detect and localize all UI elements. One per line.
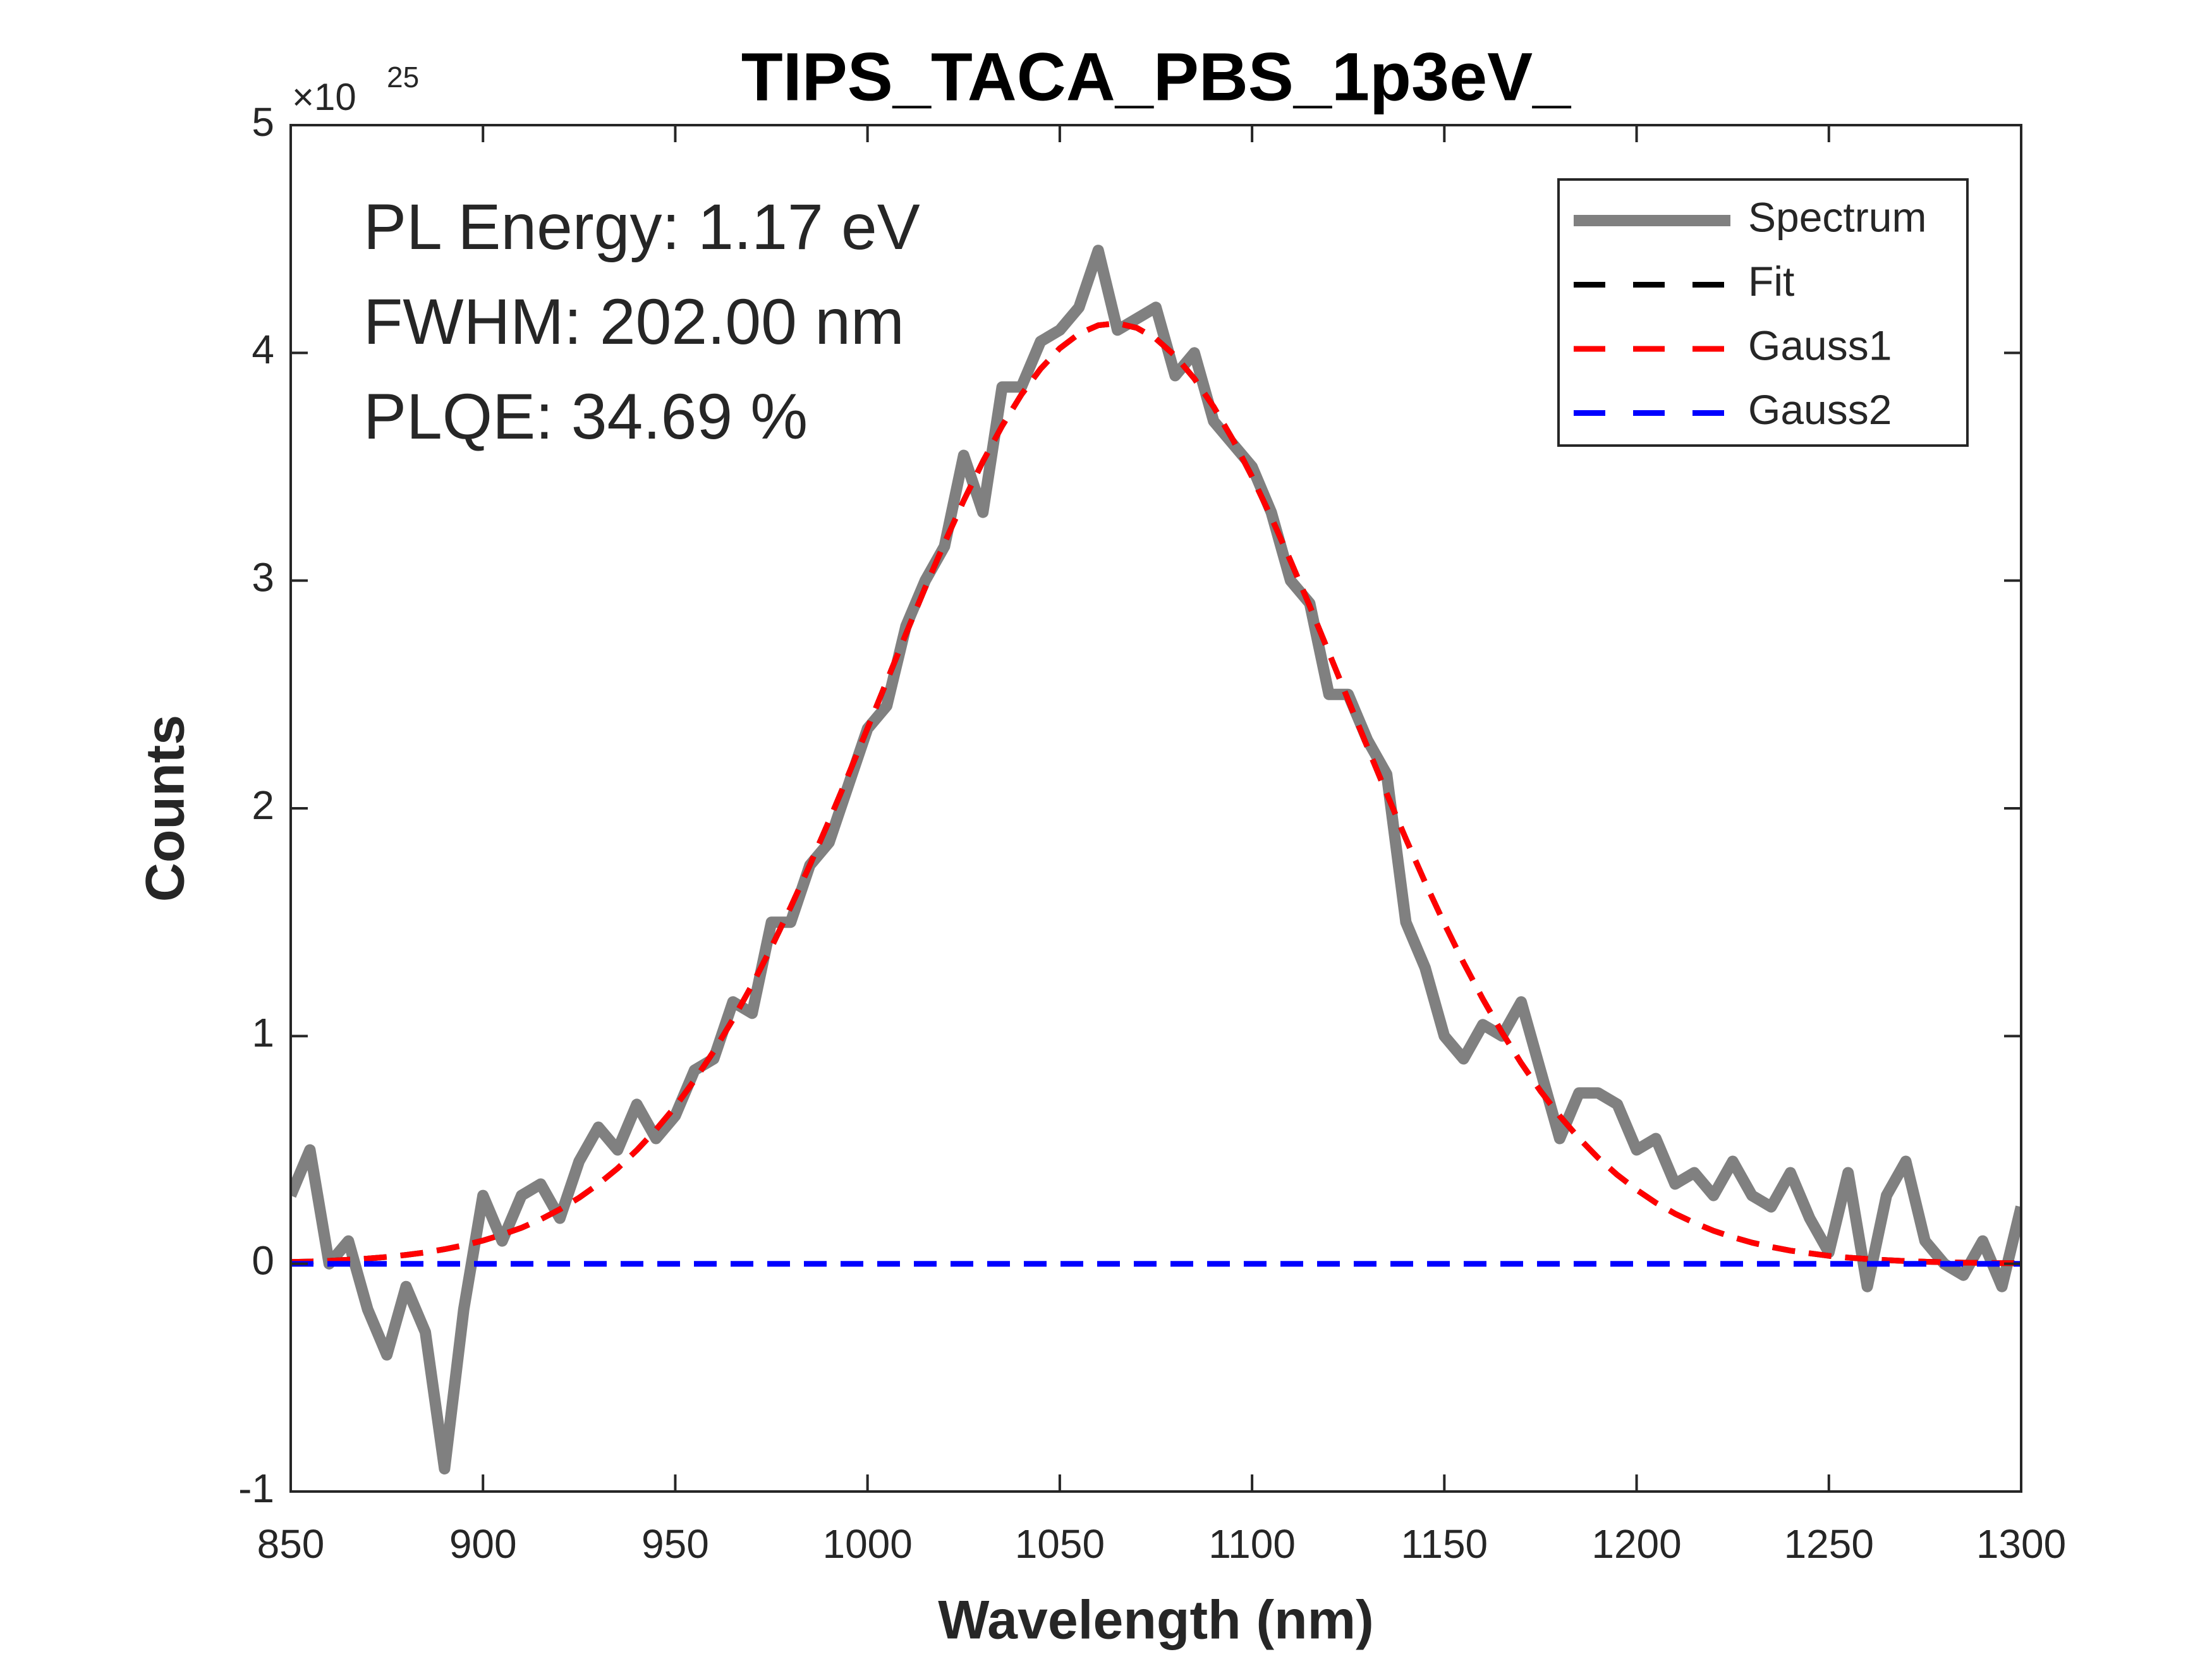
y-tick-label: 3 (252, 555, 274, 600)
x-tick-label: 1200 (1591, 1521, 1681, 1567)
legend: Spectrum Fit Gauss1 Gauss2 (1557, 178, 1969, 447)
x-tick-label: 1050 (1015, 1521, 1105, 1567)
series-line (291, 245, 2021, 1474)
x-tick-label: 900 (449, 1521, 517, 1567)
legend-label: Fit (1748, 258, 1794, 305)
legend-label: Spectrum (1748, 193, 1926, 240)
annotation: FWHM: 202.00 nm (363, 286, 904, 358)
x-tick-label: 950 (641, 1521, 709, 1567)
x-tick-label: 850 (257, 1521, 325, 1567)
y-tick-label: 1 (252, 1010, 274, 1055)
y-multiplier-base: ×10 (292, 76, 356, 118)
x-axis-label: Wavelength (nm) (938, 1590, 1374, 1651)
legend-label: Gauss1 (1748, 322, 1892, 368)
annotation: PLQE: 34.69 % (363, 380, 808, 453)
y-tick-label: 2 (252, 782, 274, 828)
y-tick-label: -1 (238, 1466, 274, 1511)
chart-title: TIPS_TACA_PBS_1p3eV_ (741, 39, 1572, 115)
series-line (291, 320, 2021, 1267)
x-tick-label: 1150 (1401, 1521, 1488, 1567)
x-tick-label: 1250 (1784, 1521, 1874, 1567)
y-tick-label: 0 (252, 1238, 274, 1284)
y-multiplier-power: 25 (387, 61, 419, 94)
data-layer (291, 245, 2021, 1474)
y-tick-label: 5 (252, 99, 274, 145)
y-tick-label: 4 (252, 327, 274, 372)
y-axis-label: Counts (135, 715, 196, 902)
x-tick-label: 1000 (822, 1521, 912, 1567)
legend-label: Gauss2 (1748, 386, 1892, 433)
x-tick-label: 1300 (1976, 1521, 2066, 1567)
x-tick-label: 1100 (1208, 1521, 1296, 1567)
annotation: PL Energy: 1.17 eV (363, 191, 920, 263)
